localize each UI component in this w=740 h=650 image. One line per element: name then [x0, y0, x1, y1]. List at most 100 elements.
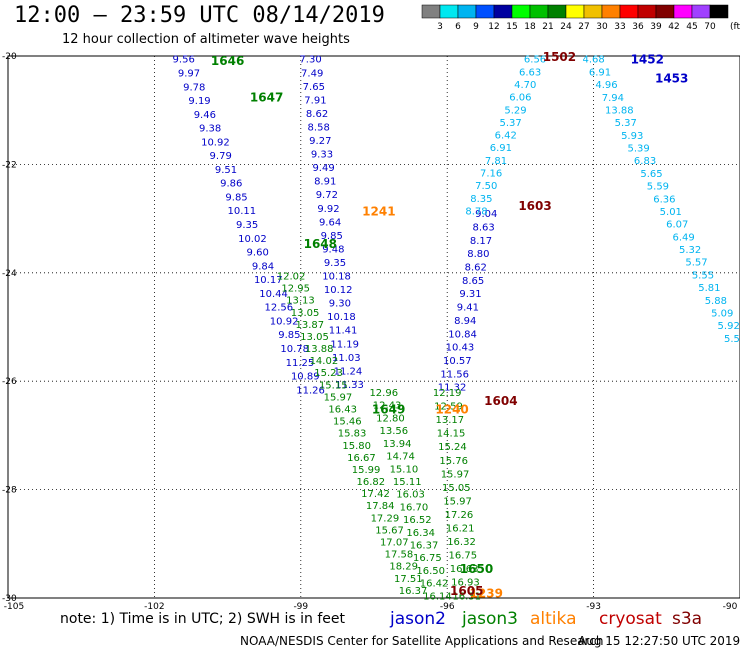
swh-value-label: 7.49 — [301, 68, 323, 79]
colorbar-swatch — [619, 4, 639, 19]
swh-value-label: 16.31 — [452, 591, 481, 602]
swh-value-label: 15.76 — [439, 456, 468, 467]
colorbar-tick-label: 33 — [614, 22, 625, 32]
swh-value-label: 8.35 — [470, 194, 492, 205]
colorbar-tick-label: 30 — [596, 22, 608, 32]
swh-value-label: 5.65 — [640, 169, 662, 180]
swh-value-label: 15.97 — [324, 392, 353, 403]
pass-time-label: 1649 — [372, 402, 405, 416]
swh-value-label: 10.78 — [280, 344, 309, 355]
swh-value-label: 16.52 — [403, 515, 432, 526]
swh-value-label: 10.43 — [446, 343, 475, 354]
pass-time-label: 1646 — [211, 54, 244, 68]
swh-value-label: 10.89 — [291, 372, 320, 383]
swh-value-label: 16.42 — [420, 579, 449, 590]
swh-value-label: 16.75 — [413, 553, 442, 564]
swh-value-label: 15.97 — [441, 469, 470, 480]
swh-value-label: 6.49 — [673, 232, 695, 243]
swh-value-label: 10.17 — [254, 275, 283, 286]
swh-value-label: 17.29 — [371, 513, 400, 524]
colorbar-tick-label: 12 — [488, 22, 499, 32]
swh-value-label: 11.19 — [330, 339, 359, 350]
chart-title: 12:00 – 23:59 UTC 08/14/2019 — [14, 3, 385, 28]
colorbar-swatch — [493, 4, 513, 19]
swh-value-label: 15.67 — [375, 525, 404, 536]
swh-value-label: 6.91 — [490, 143, 512, 154]
swh-value-label: 16.67 — [347, 453, 376, 464]
swh-value-label: 16.21 — [446, 524, 475, 535]
swh-value-label: 15.23 — [314, 368, 343, 379]
swh-value-label: 16.34 — [406, 528, 435, 539]
swh-value-label: 9.04 — [475, 209, 497, 220]
swh-value-label: 18.29 — [389, 562, 418, 573]
pass-time-label: 1605 — [450, 584, 483, 598]
colorbar-swatch — [691, 4, 711, 19]
swh-value-label: 9.56 — [173, 55, 195, 66]
swh-value-label: 8.65 — [462, 276, 484, 287]
swh-value-label: 8.78 — [465, 206, 487, 217]
swh-value-label: 15.99 — [352, 465, 381, 476]
swh-value-label: 6.63 — [519, 67, 541, 78]
swh-value-label: 15.83 — [338, 429, 367, 440]
swh-value-label: 9.72 — [316, 190, 338, 201]
swh-value-label: 9.60 — [247, 248, 269, 259]
swh-value-label: 6.42 — [495, 131, 517, 142]
swh-value-label: 5.37 — [615, 118, 637, 129]
swh-value-label: 9.19 — [188, 96, 210, 107]
swh-value-label: 9.97 — [178, 68, 200, 79]
swh-value-label: 6.06 — [509, 93, 531, 104]
pass-time-label: 1603 — [518, 199, 551, 213]
swh-value-label: 16.75 — [448, 551, 477, 562]
swh-value-label: 9.38 — [199, 124, 221, 135]
y-tick-label: -22 — [2, 160, 17, 170]
swh-value-label: 6.91 — [589, 67, 611, 78]
swh-value-label: 16.50 — [416, 566, 445, 577]
colorbar-swatch — [529, 4, 549, 19]
colorbar-tick-label: 6 — [455, 22, 461, 32]
swh-value-label: 6.36 — [653, 194, 675, 205]
swh-value-label: 5.81 — [698, 283, 720, 294]
swh-value-label: 9.48 — [322, 244, 344, 255]
swh-value-label: 10.18 — [322, 272, 351, 283]
swh-value-label: 10.84 — [448, 329, 477, 340]
swh-value-label: 13.88 — [605, 105, 634, 116]
swh-value-label: 11.03 — [332, 353, 361, 364]
chart-subtitle: 12 hour collection of altimeter wave hei… — [62, 32, 350, 47]
swh-value-label: 16.70 — [400, 502, 429, 513]
pass-time-label: 1239 — [470, 587, 503, 601]
swh-value-label: 5.92 — [718, 321, 740, 332]
swh-value-label: 13.94 — [383, 439, 412, 450]
colorbar-swatch — [457, 4, 477, 19]
swh-value-label: 12.95 — [281, 284, 310, 295]
swh-value-label: 13.17 — [435, 415, 464, 426]
swh-value-label: 12.96 — [369, 388, 398, 399]
swh-value-label: 10.02 — [238, 234, 267, 245]
pass-time-label: 1647 — [250, 91, 283, 105]
swh-value-label: 9.64 — [319, 217, 341, 228]
swh-value-label: 5.59 — [647, 182, 669, 193]
colorbar-swatch — [439, 4, 459, 19]
swh-value-label: 15.15 — [319, 380, 348, 391]
swh-value-label: 16.03 — [396, 490, 425, 501]
swh-value-label: 8.94 — [454, 316, 476, 327]
swh-value-label: 13.05 — [291, 308, 320, 319]
swh-value-label: 14.15 — [437, 429, 466, 440]
swh-value-label: 15.46 — [333, 417, 362, 428]
swh-value-label: 7.30 — [299, 55, 321, 66]
swh-value-label: 16.37 — [410, 540, 439, 551]
swh-value-label: 5.88 — [705, 296, 727, 307]
colorbar-tick-label: 24 — [560, 22, 572, 32]
colorbar-tick-label: 42 — [668, 22, 679, 32]
swh-value-label: 7.81 — [485, 156, 507, 167]
y-tick-label: -30 — [2, 594, 17, 604]
source-cryosat: cryosat — [599, 609, 662, 629]
swh-value-label: 11.24 — [334, 366, 363, 377]
pass-time-label: 1241 — [362, 204, 395, 218]
swh-value-label: 7.65 — [303, 82, 325, 93]
colorbar-swatch — [637, 4, 657, 19]
swh-value-label: 10.11 — [228, 206, 257, 217]
swh-value-label: 17.07 — [380, 538, 409, 549]
swh-value-label: 15.10 — [390, 464, 419, 475]
swh-value-label: 10.92 — [201, 137, 230, 148]
x-tick-label: -102 — [144, 602, 164, 612]
